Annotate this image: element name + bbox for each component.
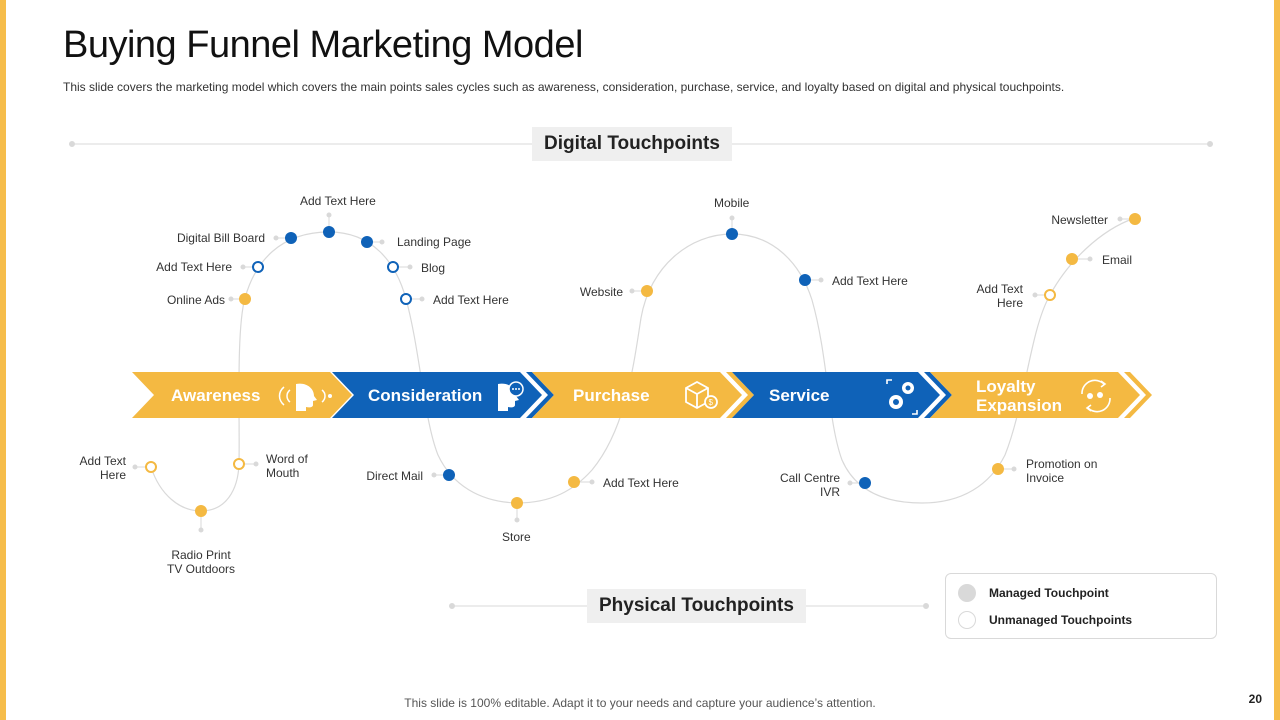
dot-blog xyxy=(387,261,399,273)
legend: Managed Touchpoint Unmanaged Touchpoints xyxy=(945,573,1217,639)
label-mobile: Mobile xyxy=(714,196,750,210)
page-number: 20 xyxy=(1248,692,1262,706)
dot-add-text-purchase xyxy=(568,476,580,488)
dot-add-text-phys xyxy=(145,461,157,473)
dot-mobile xyxy=(726,228,738,240)
legend-unmanaged: Unmanaged Touchpoints xyxy=(958,611,1132,629)
digital-touchpoints-label: Digital Touchpoints xyxy=(532,127,732,161)
label-store: Store xyxy=(502,530,531,544)
dot-promotion xyxy=(992,463,1004,475)
slide-frame-left xyxy=(0,0,6,720)
stage-service-chevron xyxy=(732,372,940,418)
dot-landing-page xyxy=(361,236,373,248)
label-add-text-loyalty: Add Text Here xyxy=(976,282,1023,310)
label-digital-bill-board: Digital Bill Board xyxy=(176,231,265,245)
stage-purchase-chevron xyxy=(532,372,742,418)
head-thought-icon xyxy=(498,381,524,411)
label-newsletter: Newsletter xyxy=(1051,213,1108,227)
journey-curve xyxy=(200,217,1136,512)
label-promotion: Promotion on Invoice xyxy=(1026,457,1098,485)
dot-store xyxy=(511,497,523,509)
slide-frame-right xyxy=(1274,0,1280,720)
dot-word-of-mouth xyxy=(233,458,245,470)
label-radio-print: Radio Print TV Outdoors xyxy=(166,548,236,576)
stage-service-label: Service xyxy=(769,386,830,405)
label-add-text-top: Add Text Here xyxy=(300,194,376,208)
label-word-of-mouth: Word of Mouth xyxy=(266,452,308,480)
dot-newsletter xyxy=(1129,213,1141,225)
head-signal-icon xyxy=(278,383,332,411)
label-online-ads: Online Ads xyxy=(166,293,225,307)
label-add-text-service: Add Text Here xyxy=(832,274,908,288)
label-call-centre: Call Centre IVR xyxy=(779,471,840,499)
dot-add-text-top xyxy=(323,226,335,238)
physical-left-curve xyxy=(150,466,202,512)
slide-title: Buying Funnel Marketing Model xyxy=(63,24,583,66)
label-add-text-phys: Add Text Here xyxy=(79,454,126,482)
dot-website xyxy=(641,285,653,297)
loyalty-cycle-icon xyxy=(1081,379,1111,413)
managed-dot-icon xyxy=(958,584,976,602)
stage-consideration-label: Consideration xyxy=(368,386,483,405)
stage-purchase-label: Purchase xyxy=(573,386,650,405)
dot-radio-print xyxy=(195,505,207,517)
label-blog: Blog xyxy=(421,261,446,275)
stage-consideration-chevron xyxy=(332,372,542,418)
slide-footer: This slide is 100% editable. Adapt it to… xyxy=(404,696,876,710)
label-website: Website xyxy=(579,285,623,299)
dot-add-text-right xyxy=(400,293,412,305)
dot-add-text-loyalty xyxy=(1044,289,1056,301)
slide-subtitle: This slide covers the marketing model wh… xyxy=(63,80,1065,94)
box-coin-icon: $ xyxy=(685,380,718,410)
label-add-text-purchase: Add Text Here xyxy=(603,476,679,490)
unmanaged-dot-icon xyxy=(958,611,976,629)
svg-text:$: $ xyxy=(709,398,714,407)
stage-loyalty-label: Loyalty Expansion xyxy=(976,377,1062,415)
label-add-text-right: Add Text Here xyxy=(433,293,509,307)
gears-icon xyxy=(886,379,918,415)
dot-digital-bill-board xyxy=(285,232,297,244)
legend-managed: Managed Touchpoint xyxy=(958,584,1109,602)
label-direct-mail: Direct Mail xyxy=(366,469,423,483)
dot-email xyxy=(1066,253,1078,265)
dot-direct-mail xyxy=(443,469,455,481)
touchpoint-dots xyxy=(145,213,1141,517)
dot-online-ads xyxy=(239,293,251,305)
stage-banner xyxy=(132,372,1152,418)
dot-add-text-left xyxy=(252,261,264,273)
label-landing-page: Landing Page xyxy=(397,235,472,249)
physical-touchpoints-label: Physical Touchpoints xyxy=(587,589,806,623)
dot-add-text-service xyxy=(799,274,811,286)
dot-call-centre xyxy=(859,477,871,489)
stage-awareness-label: Awareness xyxy=(171,386,261,405)
label-email: Email xyxy=(1102,253,1133,267)
label-add-text-left: Add Text Here xyxy=(156,260,232,274)
